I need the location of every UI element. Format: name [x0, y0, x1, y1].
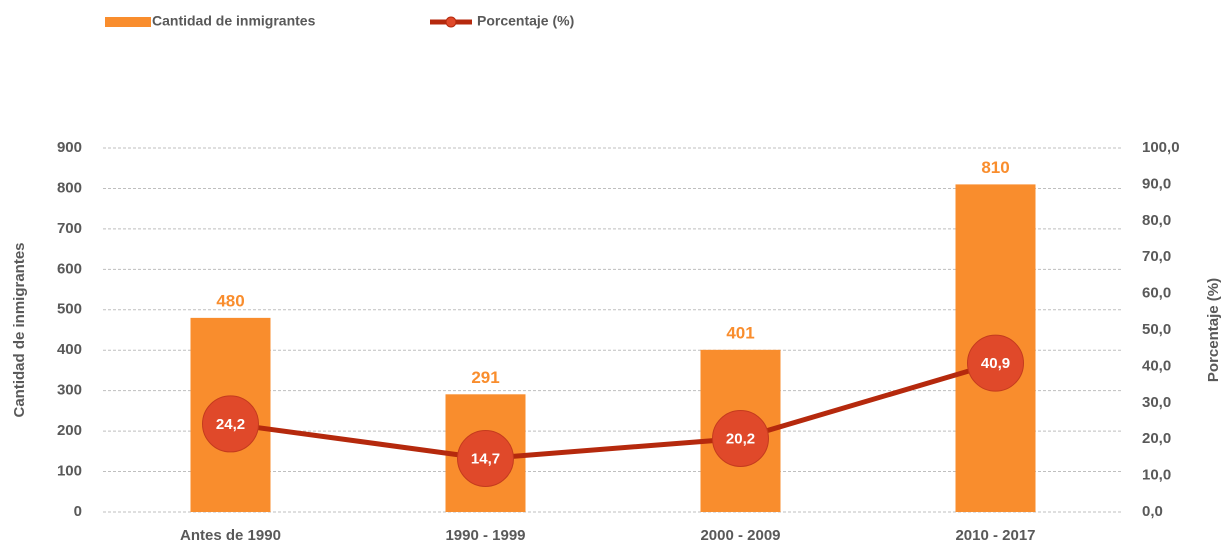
y2-tick-label: 30,0	[1142, 394, 1171, 411]
x-tick-label: 1990 - 1999	[445, 527, 525, 544]
y2-tick-label: 90,0	[1142, 175, 1171, 192]
line-value-label: 14,7	[471, 450, 500, 467]
y2-tick-label: 80,0	[1142, 212, 1171, 229]
line	[230, 360, 997, 462]
line-value-label: 24,2	[216, 416, 245, 433]
y-tick-label: 900	[57, 139, 82, 156]
y-tick-label: 500	[57, 301, 82, 318]
y2-tick-label: 60,0	[1142, 285, 1171, 302]
y2-tick-label: 40,0	[1142, 357, 1171, 374]
y2-tick-label: 50,0	[1142, 321, 1171, 338]
line-marker	[712, 409, 769, 467]
legend-label: Cantidad de inmigrantes	[152, 13, 316, 29]
x-tick-label: Antes de 1990	[180, 527, 281, 544]
bar-value-label: 810	[981, 158, 1009, 177]
y2-tick-label: 10,0	[1142, 467, 1171, 484]
legend-marker	[445, 16, 457, 28]
legend-label: Porcentaje (%)	[477, 13, 574, 29]
y2-tick-label: 0,0	[1142, 503, 1163, 520]
line-value-label: 40,9	[981, 355, 1010, 372]
line-value-label: 20,2	[726, 430, 755, 447]
bar-value-label: 480	[216, 291, 244, 310]
y-tick-label: 800	[57, 179, 82, 196]
y-tick-label: 600	[57, 260, 82, 277]
y-tick-label: 0	[74, 503, 82, 520]
y2-tick-label: 100,0	[1142, 139, 1180, 156]
x-tick-label: 2000 - 2009	[700, 527, 780, 544]
line-marker	[967, 334, 1024, 392]
line-marker	[202, 395, 259, 453]
y2-axis-title: Porcentaje (%)	[1205, 278, 1222, 382]
y-tick-label: 100	[57, 463, 82, 480]
y-tick-label: 400	[57, 341, 82, 358]
y2-tick-label: 70,0	[1142, 248, 1171, 265]
y-tick-label: 200	[57, 422, 82, 439]
y-tick-label: 300	[57, 382, 82, 399]
line-marker	[457, 429, 514, 487]
x-tick-label: 2010 - 2017	[955, 527, 1035, 544]
bar-value-label: 291	[471, 368, 499, 387]
bar-value-label: 401	[726, 323, 754, 342]
y-tick-label: 700	[57, 220, 82, 237]
y-axis-title: Cantidad de inmigrantes	[11, 242, 28, 417]
legend-swatch	[105, 17, 151, 27]
y2-tick-label: 20,0	[1142, 430, 1171, 447]
